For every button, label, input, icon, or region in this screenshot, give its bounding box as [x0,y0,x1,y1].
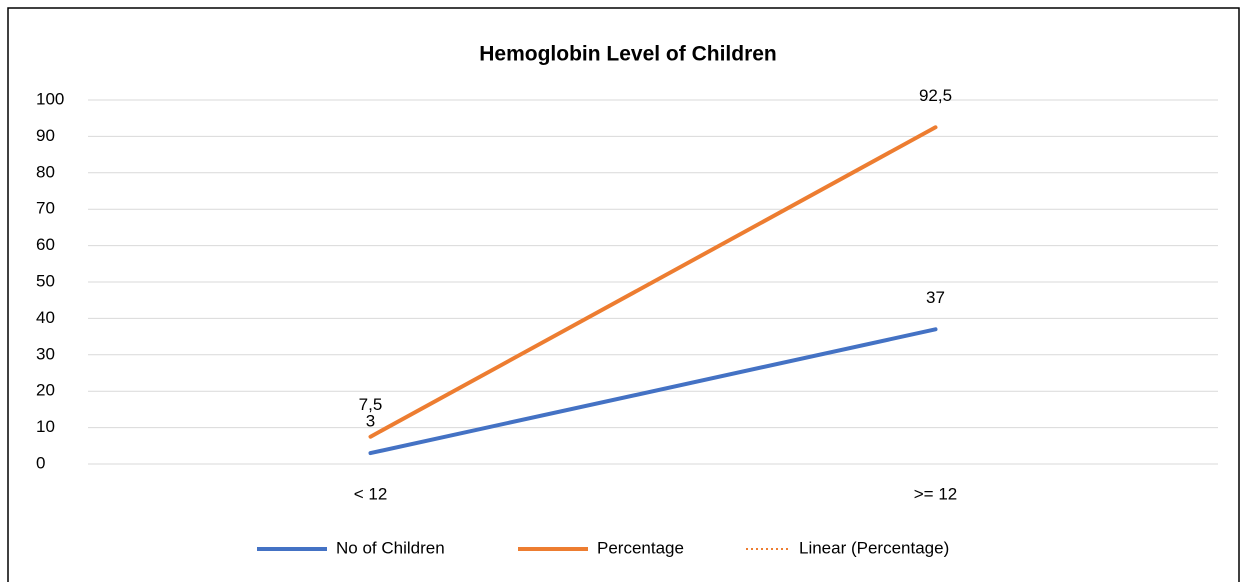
data-label: 92,5 [919,86,952,105]
y-tick-label: 20 [36,381,55,400]
y-tick-label: 0 [36,453,45,472]
chart-frame [7,7,1240,582]
legend-label: No of Children [336,538,445,557]
legend-label: Percentage [597,538,684,557]
data-label: 37 [926,288,945,307]
y-tick-label: 60 [36,235,55,254]
y-tick-label: 100 [36,89,64,108]
y-tick-label: 80 [36,162,55,181]
y-tick-label: 50 [36,271,55,290]
y-tick-label: 40 [36,308,55,327]
x-tick-label: < 12 [354,484,388,503]
y-tick-label: 30 [36,344,55,363]
chart-title: Hemoglobin Level of Children [479,43,777,66]
legend-label: Linear (Percentage) [799,538,949,557]
data-label: 7,5 [359,395,383,414]
y-tick-label: 70 [36,199,55,218]
trendline [370,126,936,438]
data-label: 3 [366,412,375,431]
series-line [368,327,938,456]
x-tick-label: >= 12 [914,484,958,503]
y-tick-label: 90 [36,126,55,145]
y-tick-label: 10 [36,417,55,436]
